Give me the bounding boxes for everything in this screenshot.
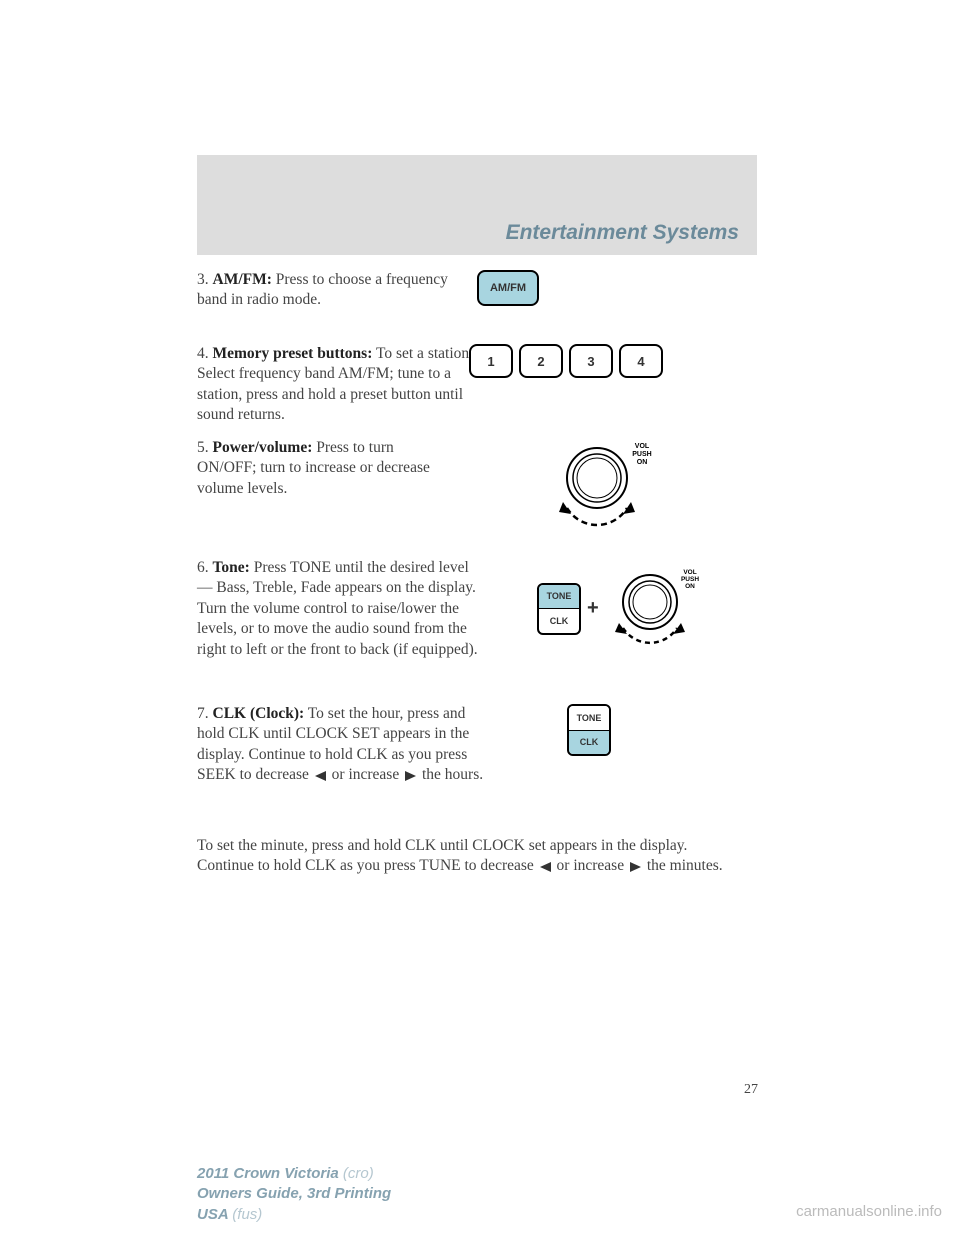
tone-graphic: TONE CLK + VOL PUSH ON: [537, 566, 705, 651]
clk-tone-button: TONE CLK: [567, 704, 611, 756]
item-3: 3. AM/FM: Press to choose a frequency ba…: [197, 270, 757, 320]
watermark: carmanualsonline.info: [796, 1203, 942, 1220]
triangle-right-icon-2: [630, 862, 641, 872]
item-3-num: 3.: [197, 271, 209, 288]
header-band: Entertainment Systems: [197, 155, 757, 255]
item-4: 4. Memory preset buttons: To set a stati…: [197, 344, 757, 432]
item-6-text: 6. Tone: Press TONE until the desired le…: [197, 558, 487, 660]
item-6-label: Tone:: [213, 559, 250, 576]
item-4-num: 4.: [197, 345, 209, 362]
footer-line-3: USA (fus): [197, 1205, 391, 1225]
item-7-desc-c: the hours.: [418, 766, 483, 783]
footer-model: 2011 Crown Victoria: [197, 1165, 343, 1182]
volume-knob-icon: VOL PUSH ON: [547, 438, 657, 528]
preset-button-3: 3: [569, 344, 613, 378]
item-7-text: 7. CLK (Clock): To set the hour, press a…: [197, 704, 487, 786]
tone-knob-icon: VOL PUSH ON: [605, 566, 705, 651]
para-b: or increase: [553, 857, 628, 874]
triangle-left-icon-2: [540, 862, 551, 872]
item-4-label: Memory preset buttons:: [213, 345, 373, 362]
footer-line-1: 2011 Crown Victoria (cro): [197, 1164, 391, 1184]
content-area: 3. AM/FM: Press to choose a frequency ba…: [197, 270, 757, 877]
triangle-right-icon: [405, 771, 416, 781]
tone-label: TONE: [539, 585, 579, 610]
preset-buttons-graphic: 1 2 3 4: [469, 344, 663, 378]
item-5-label: Power/volume:: [213, 439, 313, 456]
para-c: the minutes.: [643, 857, 723, 874]
plus-icon: +: [587, 597, 599, 620]
item-5-text: 5. Power/volume: Press to turn ON/OFF; t…: [197, 438, 457, 499]
volume-knob-graphic: VOL PUSH ON: [547, 438, 657, 533]
item-6: 6. Tone: Press TONE until the desired le…: [197, 558, 757, 698]
amfm-button: AM/FM: [477, 270, 539, 306]
item-7-desc-b: or increase: [328, 766, 403, 783]
item-3-text: 3. AM/FM: Press to choose a frequency ba…: [197, 270, 457, 311]
item-5: 5. Power/volume: Press to turn ON/OFF; t…: [197, 438, 757, 548]
tone-clk-button: TONE CLK: [537, 583, 581, 635]
svg-text:PUSH: PUSH: [681, 576, 699, 583]
svg-text:VOL: VOL: [635, 443, 650, 450]
clk-button-graphic: TONE CLK: [567, 704, 611, 756]
svg-text:ON: ON: [685, 583, 695, 590]
preset-button-2: 2: [519, 344, 563, 378]
minute-paragraph: To set the minute, press and hold CLK un…: [197, 836, 737, 877]
svg-text:PUSH: PUSH: [632, 451, 651, 458]
item-6-num: 6.: [197, 559, 209, 576]
item-7-label: CLK (Clock):: [213, 705, 305, 722]
svg-text:ON: ON: [637, 459, 648, 466]
item-3-label: AM/FM:: [213, 271, 272, 288]
triangle-left-icon: [315, 771, 326, 781]
preset-button-1: 1: [469, 344, 513, 378]
clk-label-2: CLK: [569, 731, 609, 755]
item-5-num: 5.: [197, 439, 209, 456]
page-title: Entertainment Systems: [506, 221, 739, 245]
preset-button-4: 4: [619, 344, 663, 378]
footer: 2011 Crown Victoria (cro) Owners Guide, …: [197, 1164, 391, 1225]
amfm-button-graphic: AM/FM: [477, 270, 539, 306]
footer-line-2: Owners Guide, 3rd Printing: [197, 1184, 391, 1204]
item-4-text: 4. Memory preset buttons: To set a stati…: [197, 344, 497, 426]
svg-text:VOL: VOL: [683, 569, 696, 576]
page-number: 27: [744, 1082, 758, 1098]
footer-region: USA: [197, 1206, 232, 1223]
clk-label: CLK: [539, 609, 579, 633]
tone-label-2: TONE: [569, 706, 609, 731]
footer-code-2: (fus): [232, 1206, 262, 1223]
footer-code-1: (cro): [343, 1165, 374, 1182]
item-7: 7. CLK (Clock): To set the hour, press a…: [197, 704, 757, 824]
item-7-num: 7.: [197, 705, 209, 722]
